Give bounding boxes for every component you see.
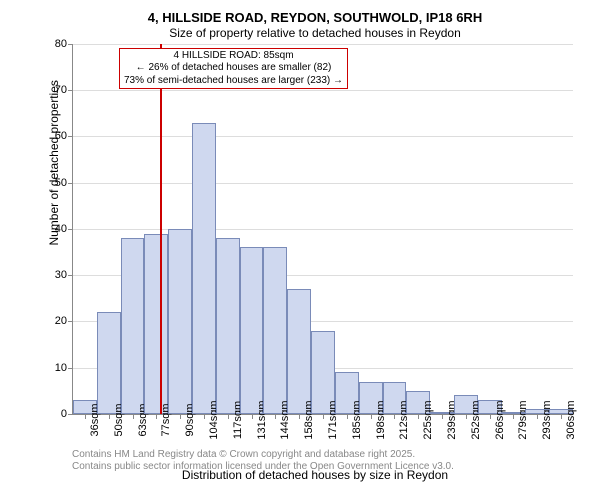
footer-note: Contains HM Land Registry data © Crown c… (72, 449, 454, 473)
x-tick-label: 293sqm (541, 400, 553, 439)
chart-container: 4, HILLSIDE ROAD, REYDON, SOUTHWOLD, IP1… (40, 10, 590, 490)
annotation-box: 4 HILLSIDE ROAD: 85sqm← 26% of detached … (119, 48, 348, 90)
y-tick-mark (68, 183, 73, 184)
y-tick-label: 40 (55, 223, 67, 235)
y-tick-mark (68, 414, 73, 415)
x-tick-mark (85, 414, 86, 419)
histogram-bar (97, 312, 121, 414)
x-tick-mark (442, 414, 443, 419)
gridline-h (73, 183, 573, 184)
gridline-h (73, 229, 573, 230)
y-tick-label: 80 (55, 38, 67, 50)
x-tick-mark (109, 414, 110, 419)
x-tick-mark (252, 414, 253, 419)
y-tick-label: 50 (55, 177, 67, 189)
reference-line (160, 44, 162, 414)
x-tick-mark (513, 414, 514, 419)
chart-title-main: 4, HILLSIDE ROAD, REYDON, SOUTHWOLD, IP1… (40, 10, 590, 26)
x-tick-mark (323, 414, 324, 419)
x-tick-mark (156, 414, 157, 419)
x-tick-label: 306sqm (565, 400, 577, 439)
histogram-bar (287, 289, 311, 414)
y-tick-mark (68, 321, 73, 322)
gridline-h (73, 44, 573, 45)
histogram-bar (192, 123, 216, 414)
x-tick-mark (228, 414, 229, 419)
x-tick-mark (133, 414, 134, 419)
x-tick-label: 225sqm (422, 400, 434, 439)
plot-area: Number of detached properties 0102030405… (72, 44, 573, 415)
gridline-h (73, 90, 573, 91)
histogram-bar (263, 247, 287, 414)
x-tick-mark (180, 414, 181, 419)
gridline-h (73, 136, 573, 137)
y-tick-mark (68, 275, 73, 276)
y-tick-label: 0 (61, 408, 67, 420)
annotation-line3: 73% of semi-detached houses are larger (… (124, 75, 343, 86)
x-tick-mark (418, 414, 419, 419)
histogram-bar (240, 247, 264, 414)
annotation-line1: 4 HILLSIDE ROAD: 85sqm (173, 50, 293, 61)
x-tick-mark (537, 414, 538, 419)
x-tick-mark (204, 414, 205, 419)
y-tick-label: 60 (55, 130, 67, 142)
histogram-bar (168, 229, 192, 414)
x-tick-mark (371, 414, 372, 419)
y-tick-label: 20 (55, 315, 67, 327)
x-tick-mark (299, 414, 300, 419)
x-tick-mark (394, 414, 395, 419)
footer-line1: Contains HM Land Registry data © Crown c… (72, 449, 415, 460)
y-tick-label: 70 (55, 84, 67, 96)
histogram-bar (216, 238, 240, 414)
y-tick-mark (68, 90, 73, 91)
y-tick-mark (68, 229, 73, 230)
y-tick-label: 30 (55, 269, 67, 281)
x-tick-label: 279sqm (517, 400, 529, 439)
histogram-bar (121, 238, 145, 414)
histogram-bar (144, 234, 168, 414)
footer-line2: Contains public sector information licen… (72, 461, 454, 472)
x-tick-mark (275, 414, 276, 419)
y-tick-mark (68, 368, 73, 369)
chart-title-sub: Size of property relative to detached ho… (40, 26, 590, 40)
x-tick-mark (466, 414, 467, 419)
x-tick-mark (561, 414, 562, 419)
x-tick-mark (347, 414, 348, 419)
x-tick-label: 266sqm (494, 400, 506, 439)
y-tick-label: 10 (55, 362, 67, 374)
y-axis-label: Number of detached properties (47, 80, 61, 245)
y-tick-mark (68, 136, 73, 137)
annotation-line2: ← 26% of detached houses are smaller (82… (136, 62, 332, 73)
y-tick-mark (68, 44, 73, 45)
x-tick-mark (490, 414, 491, 419)
